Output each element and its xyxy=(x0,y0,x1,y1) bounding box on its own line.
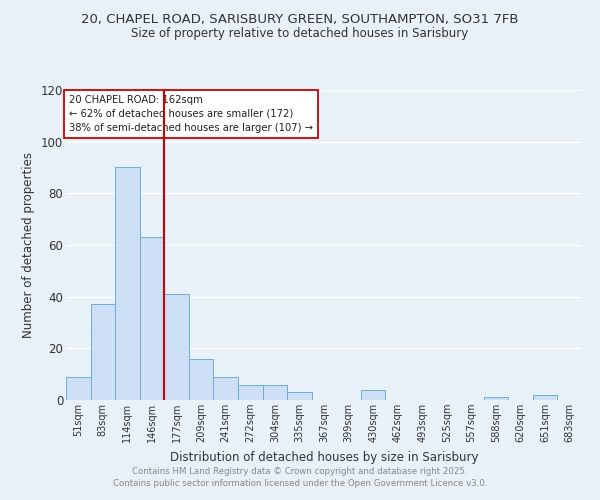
Bar xyxy=(164,294,189,400)
Bar xyxy=(238,384,263,400)
Bar xyxy=(361,390,385,400)
Bar xyxy=(484,398,508,400)
Bar xyxy=(263,384,287,400)
X-axis label: Distribution of detached houses by size in Sarisbury: Distribution of detached houses by size … xyxy=(170,450,478,464)
Bar xyxy=(189,358,214,400)
Bar xyxy=(115,168,140,400)
Bar xyxy=(140,238,164,400)
Bar xyxy=(66,377,91,400)
Text: 20, CHAPEL ROAD, SARISBURY GREEN, SOUTHAMPTON, SO31 7FB: 20, CHAPEL ROAD, SARISBURY GREEN, SOUTHA… xyxy=(81,12,519,26)
Text: Contains HM Land Registry data © Crown copyright and database right 2025.
Contai: Contains HM Land Registry data © Crown c… xyxy=(113,466,487,487)
Text: 20 CHAPEL ROAD: 162sqm
← 62% of detached houses are smaller (172)
38% of semi-de: 20 CHAPEL ROAD: 162sqm ← 62% of detached… xyxy=(68,94,313,132)
Y-axis label: Number of detached properties: Number of detached properties xyxy=(22,152,35,338)
Bar xyxy=(214,377,238,400)
Text: Size of property relative to detached houses in Sarisbury: Size of property relative to detached ho… xyxy=(131,28,469,40)
Bar xyxy=(287,392,312,400)
Bar xyxy=(91,304,115,400)
Bar xyxy=(533,395,557,400)
